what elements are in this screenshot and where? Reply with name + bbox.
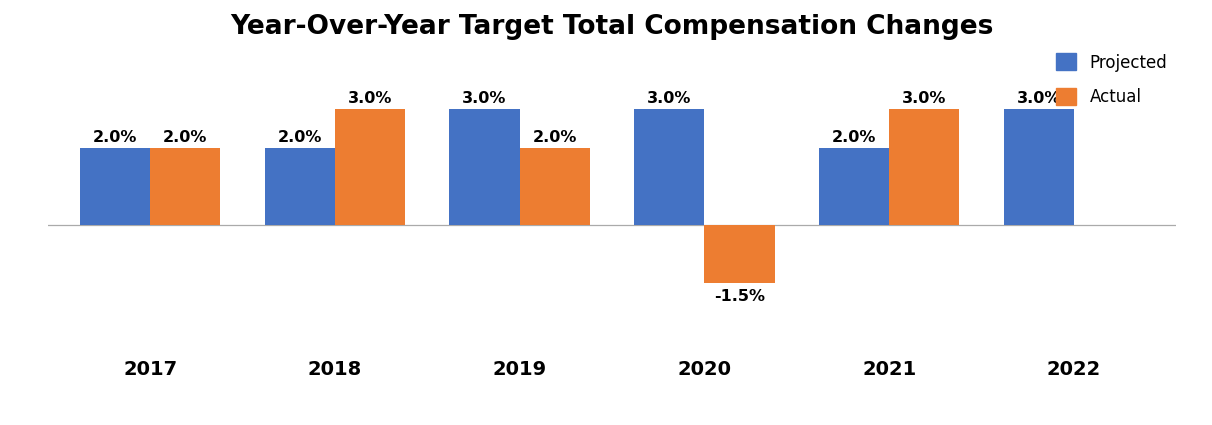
Text: 2.0%: 2.0% [278, 130, 322, 145]
Bar [450, 109, 520, 225]
Text: 2.0%: 2.0% [93, 130, 137, 145]
Text: 2.0%: 2.0% [164, 130, 207, 145]
Text: 3.0%: 3.0% [902, 91, 947, 106]
Bar [150, 147, 221, 225]
Text: 3.0%: 3.0% [348, 91, 393, 106]
Text: 2.0%: 2.0% [532, 130, 577, 145]
Title: Year-Over-Year Target Total Compensation Changes: Year-Over-Year Target Total Compensation… [230, 14, 994, 40]
Bar [704, 225, 774, 283]
Text: 2.0%: 2.0% [831, 130, 876, 145]
Text: 3.0%: 3.0% [1017, 91, 1060, 106]
Bar [819, 147, 890, 225]
Bar [634, 109, 704, 225]
Bar [520, 147, 590, 225]
Legend: Projected, Actual: Projected, Actual [1056, 54, 1167, 106]
Bar [1004, 109, 1074, 225]
Text: -1.5%: -1.5% [714, 289, 765, 303]
Text: 3.0%: 3.0% [462, 91, 507, 106]
Bar [80, 147, 150, 225]
Bar [264, 147, 335, 225]
Text: 3.0%: 3.0% [647, 91, 692, 106]
Bar [335, 109, 405, 225]
Bar [890, 109, 960, 225]
